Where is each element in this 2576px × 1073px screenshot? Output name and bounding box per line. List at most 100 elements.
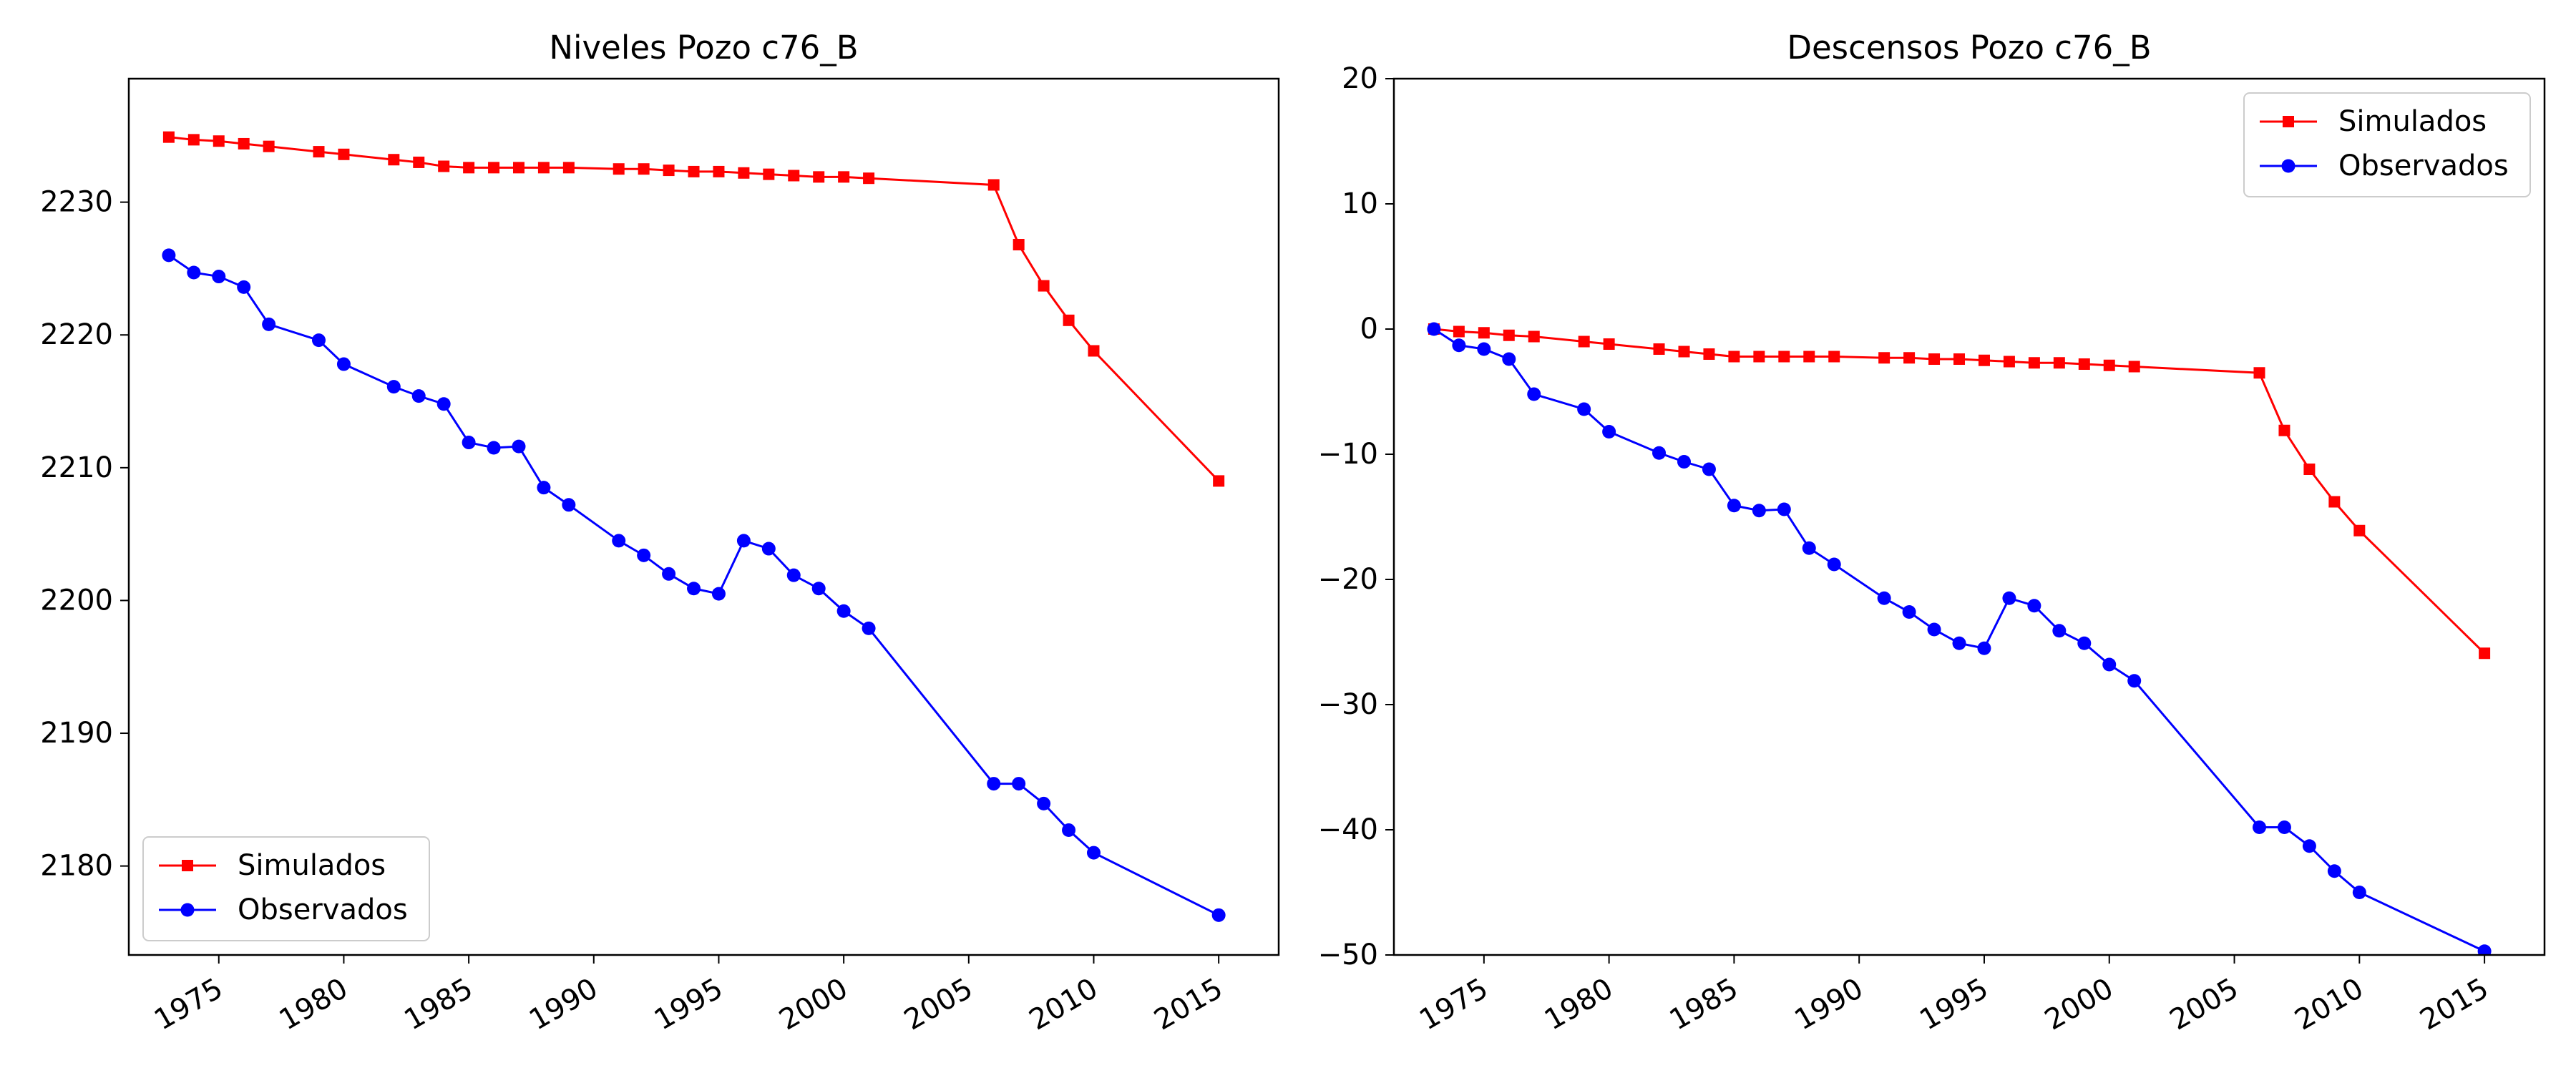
data-point-simulados <box>1578 335 1590 348</box>
data-point-observados <box>1927 622 1941 637</box>
data-point-simulados <box>2253 367 2265 379</box>
x-tick-label: 2000 <box>2039 972 2119 1037</box>
y-tick-label: 2230 <box>40 186 113 219</box>
data-point-observados <box>1037 796 1051 810</box>
series-line-simulados <box>168 136 1220 482</box>
y-tick-label: 10 <box>1342 187 1378 220</box>
data-point-simulados <box>1478 327 1490 339</box>
data-point-simulados <box>2103 359 2115 371</box>
data-point-simulados <box>863 172 875 185</box>
data-point-observados <box>2477 944 2492 955</box>
data-point-observados <box>1652 446 1667 460</box>
data-point-simulados <box>1728 351 1740 363</box>
data-point-observados <box>786 568 801 582</box>
data-point-observados <box>562 498 576 512</box>
chart-title: Niveles Pozo c76_B <box>549 29 858 67</box>
data-point-simulados <box>388 154 400 166</box>
data-point-simulados <box>2128 361 2140 373</box>
y-tick-label: −10 <box>1318 438 1378 471</box>
x-tick-label: 1995 <box>649 972 728 1037</box>
descensos-chart-panel: Descensos Pozo c76_B 1975 1980 1985 1990 1995… <box>1318 29 2546 1037</box>
data-point-simulados <box>338 148 350 160</box>
chart-title: Descensos Pozo c76_B <box>1787 29 2151 67</box>
y-tick-label: −30 <box>1318 688 1378 721</box>
data-point-observados <box>711 587 726 601</box>
data-point-observados <box>212 270 226 284</box>
legend-label-observados: Observados <box>2338 150 2509 182</box>
data-point-observados <box>2052 624 2067 638</box>
y-tick-label: 2180 <box>40 850 113 883</box>
data-point-observados <box>1777 502 1791 516</box>
legend-marker-simulados <box>2283 116 2294 127</box>
data-point-simulados <box>713 165 725 177</box>
x-tick-label: 2005 <box>2165 972 2244 1037</box>
legend-marker-observados <box>2281 159 2296 173</box>
data-point-observados <box>836 604 851 618</box>
data-point-simulados <box>537 162 550 174</box>
data-point-observados <box>411 389 426 403</box>
y-tick-label: 2200 <box>40 584 113 617</box>
data-point-simulados <box>1903 352 1916 364</box>
data-point-observados <box>2352 886 2366 899</box>
x-tick-label: 1990 <box>1789 972 1868 1037</box>
y-tick-label: 2190 <box>40 717 113 750</box>
data-point-simulados <box>1453 325 1465 338</box>
data-point-simulados <box>1213 475 1225 487</box>
data-point-simulados <box>488 162 500 174</box>
data-point-simulados <box>413 156 425 168</box>
data-point-simulados <box>2479 647 2491 660</box>
data-point-simulados <box>2003 356 2015 368</box>
y-tick-label: −50 <box>1318 939 1378 971</box>
data-point-simulados <box>1753 351 1765 363</box>
x-tick-label: 1975 <box>149 972 228 1037</box>
x-tick-label: 1990 <box>524 972 603 1037</box>
data-point-observados <box>1062 823 1076 838</box>
data-point-observados <box>1452 338 1466 353</box>
data-point-observados <box>1086 846 1101 860</box>
x-tick-label: 2000 <box>774 972 853 1037</box>
niveles-chart-panel: Niveles Pozo c76_B 1975 1980 1985 1990 1995 20… <box>40 29 1280 1037</box>
data-point-observados <box>1902 605 1916 619</box>
x-tick-label: 2015 <box>1148 972 1228 1037</box>
data-point-observados <box>2327 864 2341 878</box>
data-point-simulados <box>512 162 525 174</box>
data-point-simulados <box>1778 351 1790 363</box>
data-point-observados <box>2077 636 2092 650</box>
data-point-simulados <box>1678 346 1690 358</box>
data-point-observados <box>1952 636 1966 650</box>
data-point-simulados <box>1703 348 1715 360</box>
data-point-observados <box>2277 820 2291 834</box>
data-point-observados <box>2127 674 2142 688</box>
data-point-simulados <box>2028 357 2040 369</box>
axes-frame <box>127 77 1280 956</box>
data-point-simulados <box>463 162 475 174</box>
data-point-simulados <box>2278 424 2290 436</box>
y-tick-label: 2210 <box>40 451 113 484</box>
data-point-observados <box>2102 657 2117 672</box>
data-point-simulados <box>838 171 850 183</box>
data-point-simulados <box>2053 357 2065 369</box>
data-point-simulados <box>1038 280 1050 292</box>
y-tick-label: 0 <box>1360 313 1378 346</box>
x-tick-label: 1980 <box>1539 972 1619 1037</box>
data-point-observados <box>736 534 751 548</box>
legend-box <box>2243 92 2531 197</box>
data-point-simulados <box>1503 329 1515 341</box>
data-point-observados <box>2002 591 2016 605</box>
data-point-observados <box>811 582 826 596</box>
data-point-simulados <box>313 146 325 158</box>
data-point-simulados <box>763 168 775 180</box>
legend-label-observados: Observados <box>238 893 408 926</box>
data-point-simulados <box>2078 358 2090 370</box>
data-point-observados <box>612 534 626 548</box>
data-point-simulados <box>813 171 825 183</box>
data-point-observados <box>1577 402 1591 416</box>
data-point-simulados <box>613 163 625 175</box>
legend-label-simulados: Simulados <box>2338 105 2487 138</box>
data-point-observados <box>1602 425 1616 438</box>
data-point-observados <box>336 357 351 371</box>
data-point-observados <box>312 333 326 348</box>
data-point-observados <box>436 397 451 411</box>
x-tick-label: 1985 <box>1664 972 1744 1037</box>
data-point-simulados <box>1928 353 1941 365</box>
